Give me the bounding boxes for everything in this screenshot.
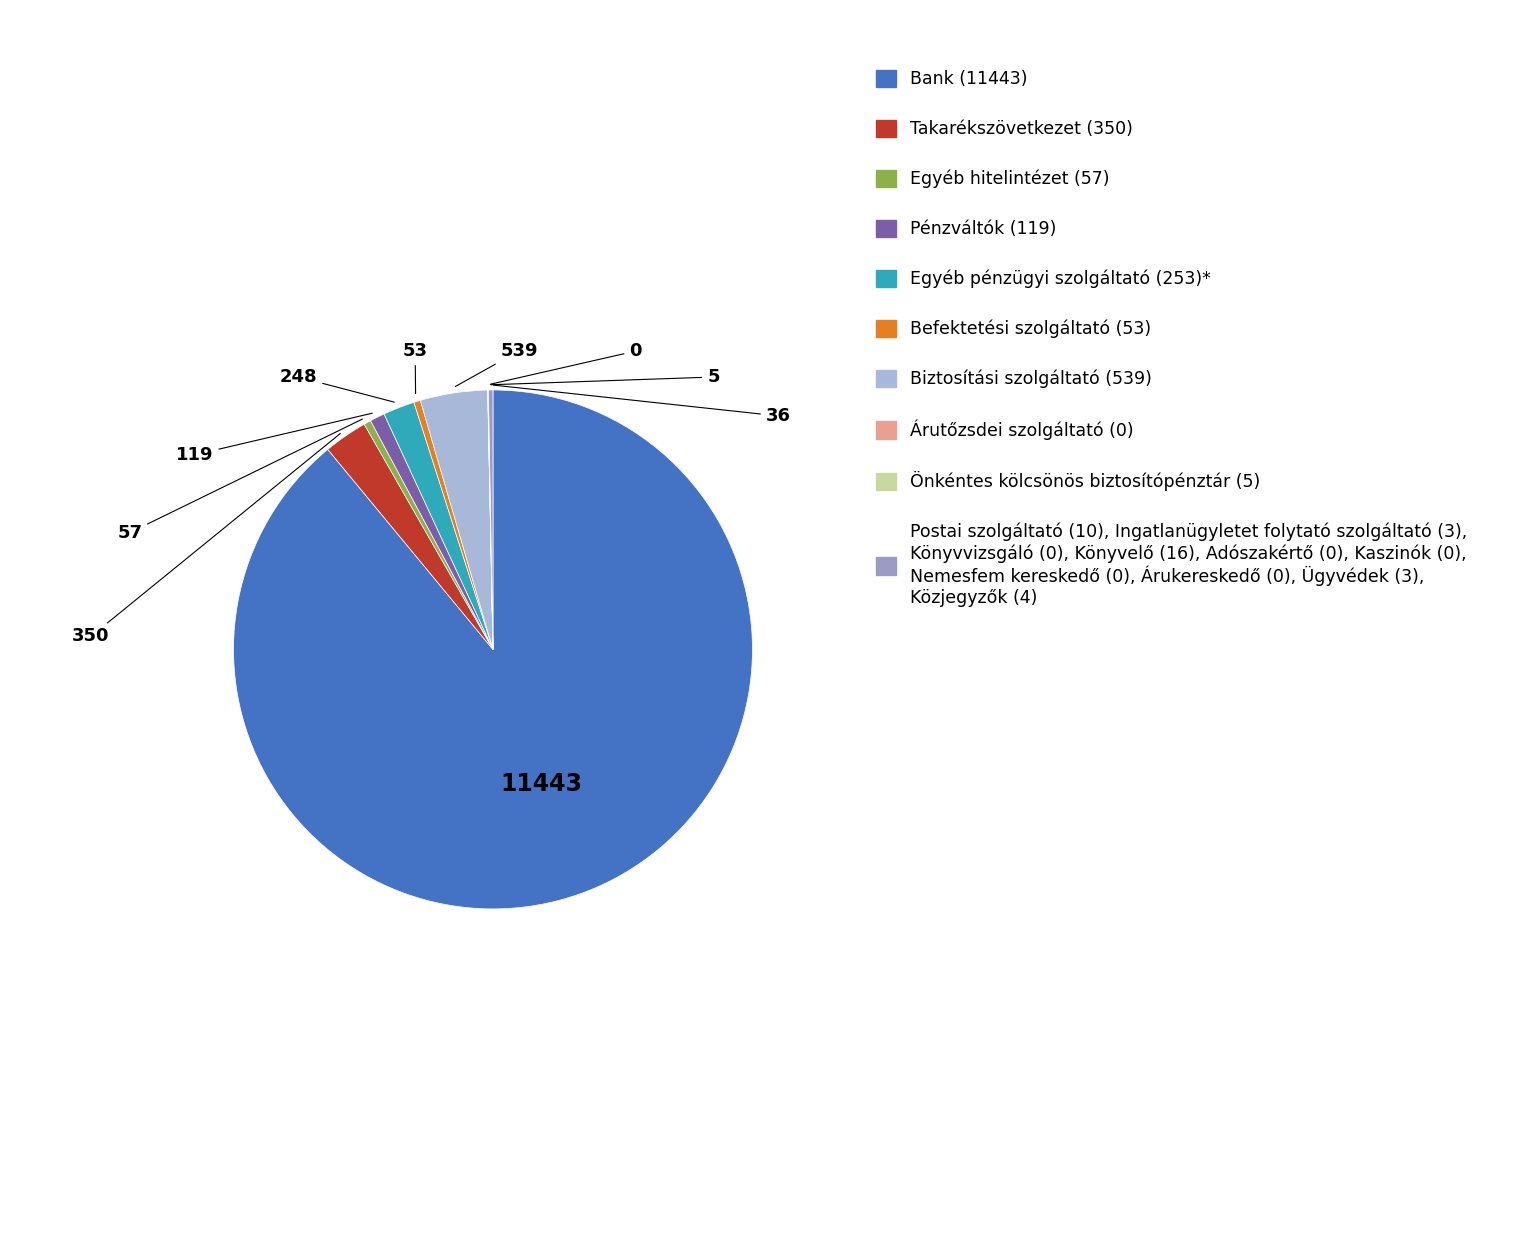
Wedge shape [327, 424, 493, 650]
Text: 539: 539 [455, 342, 538, 387]
Text: 350: 350 [71, 434, 341, 646]
Wedge shape [364, 420, 493, 650]
Legend: Bank (11443), Takarékszövetkezet (350), Egyéb hitelintézet (57), Pénzváltók (119: Bank (11443), Takarékszövetkezet (350), … [876, 70, 1468, 607]
Text: 248: 248 [280, 368, 394, 402]
Wedge shape [383, 403, 493, 650]
Text: 53: 53 [403, 342, 427, 394]
Wedge shape [234, 390, 753, 909]
Wedge shape [488, 390, 493, 650]
Text: 11443: 11443 [500, 772, 583, 796]
Text: 5: 5 [491, 368, 719, 387]
Wedge shape [414, 400, 493, 650]
Text: 119: 119 [176, 413, 373, 464]
Wedge shape [420, 390, 493, 650]
Text: 36: 36 [493, 385, 791, 425]
Wedge shape [371, 414, 493, 650]
Wedge shape [488, 390, 493, 650]
Text: 57: 57 [117, 419, 362, 541]
Wedge shape [488, 390, 493, 650]
Text: 0: 0 [490, 342, 642, 384]
